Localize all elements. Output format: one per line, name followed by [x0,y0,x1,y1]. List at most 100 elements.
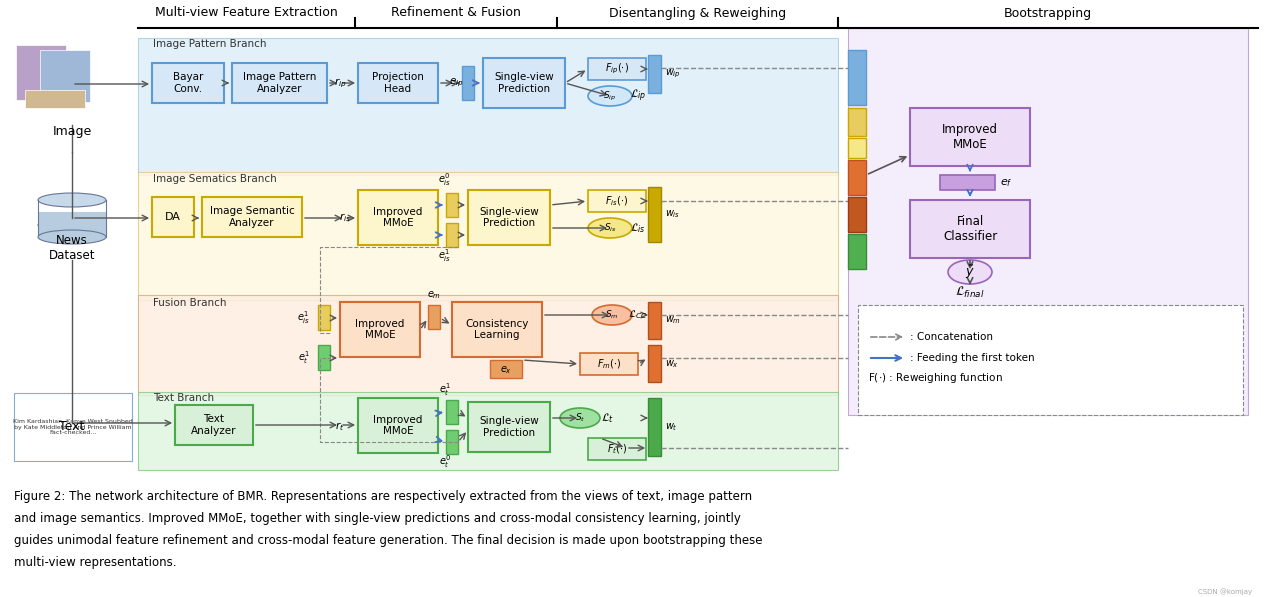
Bar [452,302,542,357]
Text: Improved
MMoE: Improved MMoE [374,207,423,228]
Text: $\mathcal{L}_{ip}$: $\mathcal{L}_{ip}$ [630,88,646,104]
Text: $F_t(\cdot)$: $F_t(\cdot)$ [607,442,627,456]
Text: Improved
MMoE: Improved MMoE [374,415,423,436]
Text: $e_x$: $e_x$ [500,364,512,376]
Text: $r_{ip}$: $r_{ip}$ [333,76,346,90]
Text: $r_t$: $r_t$ [336,421,345,433]
Text: $w_{is}$: $w_{is}$ [665,208,680,220]
Text: and image semantics. Improved MMoE, together with single-view predictions and cr: and image semantics. Improved MMoE, toge… [14,512,741,525]
Ellipse shape [38,193,106,207]
Text: Final
Classifier: Final Classifier [943,215,997,243]
Text: Image Sematics Branch: Image Sematics Branch [153,174,276,184]
Bar [14,393,132,461]
Text: Single-view
Prediction: Single-view Prediction [479,207,538,228]
Bar [16,45,66,100]
Bar [232,63,327,103]
Bar [318,345,329,370]
Bar [359,190,438,245]
Text: $e_{is}^1$: $e_{is}^1$ [438,248,451,264]
Text: Text
Analyzer: Text Analyzer [191,414,237,436]
Bar [647,55,661,93]
Text: Single-view
Prediction: Single-view Prediction [479,416,538,438]
Bar [588,438,646,460]
Text: Bayar
Conv.: Bayar Conv. [172,72,203,94]
Text: $F_m(\cdot)$: $F_m(\cdot)$ [597,357,621,371]
Text: $w_x$: $w_x$ [665,358,679,370]
Text: multi-view representations.: multi-view representations. [14,556,176,569]
Text: Kim Kardashian, Kanye West Snubbed
by Kate Middleton And Prince William
Fact-che: Kim Kardashian, Kanye West Snubbed by Ka… [13,418,133,435]
Text: F($\cdot$) : Reweighing function: F($\cdot$) : Reweighing function [868,371,1003,385]
Text: Figure 2: The network architecture of BMR. Representations are respectively extr: Figure 2: The network architecture of BM… [14,490,753,503]
FancyBboxPatch shape [138,38,837,175]
Text: Multi-view Feature Extraction: Multi-view Feature Extraction [155,7,338,20]
Bar [647,345,661,382]
Text: $S_{ip}$: $S_{ip}$ [603,90,617,103]
Bar [848,197,867,232]
Bar [41,50,90,102]
Bar [318,305,329,330]
Text: Refinement & Fusion: Refinement & Fusion [392,7,521,20]
Text: $e_{is}^1$: $e_{is}^1$ [296,310,310,327]
Ellipse shape [592,305,632,325]
Bar [588,190,646,212]
Text: $S_m$: $S_m$ [606,309,618,321]
Bar [580,353,639,375]
Bar [647,187,661,242]
Bar [848,138,867,158]
Text: $e_f$: $e_f$ [1000,177,1012,189]
Text: Image Semantic
Analyzer: Image Semantic Analyzer [209,206,294,228]
Bar [340,302,419,357]
Bar [462,66,474,100]
Bar [175,405,253,445]
Text: $\mathcal{L}_{CC}$: $\mathcal{L}_{CC}$ [628,309,647,321]
Text: CSDN @komjay: CSDN @komjay [1197,589,1252,595]
Bar [25,90,85,108]
Bar [848,160,867,195]
Text: guides unimodal feature refinement and cross-modal feature generation. The final: guides unimodal feature refinement and c… [14,534,763,547]
Text: $\mathcal{L}_t$: $\mathcal{L}_t$ [602,411,614,425]
Bar [359,63,438,103]
Text: Image Pattern
Analyzer: Image Pattern Analyzer [243,72,317,94]
Bar [940,175,995,190]
Text: : Concatenation: : Concatenation [910,332,993,342]
Text: Text: Text [60,420,85,433]
Bar [468,190,550,245]
Bar [446,223,457,247]
Text: Improved
MMoE: Improved MMoE [355,319,404,340]
Text: News
Dataset: News Dataset [48,234,95,262]
Bar [446,430,457,454]
Text: $r_{is}$: $r_{is}$ [340,211,351,224]
Text: $\mathcal{L}_{final}$: $\mathcal{L}_{final}$ [955,284,984,300]
Ellipse shape [38,230,106,244]
Ellipse shape [588,86,632,106]
Bar [848,234,867,269]
Text: $S_{is}$: $S_{is}$ [603,221,616,234]
Bar [647,398,661,456]
Bar [588,58,646,80]
Text: Image: Image [52,125,91,139]
Text: $e_{ip}$: $e_{ip}$ [449,77,464,89]
Bar [910,108,1030,166]
Text: Disentangling & Reweighing: Disentangling & Reweighing [609,7,786,20]
FancyBboxPatch shape [858,305,1243,415]
Text: Projection
Head: Projection Head [372,72,424,94]
Text: $w_m$: $w_m$ [665,314,682,326]
Bar [483,58,565,108]
FancyBboxPatch shape [138,392,837,470]
Ellipse shape [948,260,992,284]
Bar [647,302,661,339]
Text: DA: DA [165,212,181,222]
Text: Single-view
Prediction: Single-view Prediction [494,72,554,94]
Bar [201,197,302,237]
Bar [359,398,438,453]
Text: $S_t$: $S_t$ [575,412,585,424]
Text: Text Branch: Text Branch [153,393,214,403]
Bar [848,50,867,105]
Text: $e_t^1$: $e_t^1$ [298,350,310,367]
Ellipse shape [588,218,632,238]
Bar [446,400,457,424]
Bar [152,197,194,237]
Text: Bootstrapping: Bootstrapping [1003,7,1092,20]
Text: Consistency
Learning: Consistency Learning [465,319,528,340]
Bar [446,193,457,217]
